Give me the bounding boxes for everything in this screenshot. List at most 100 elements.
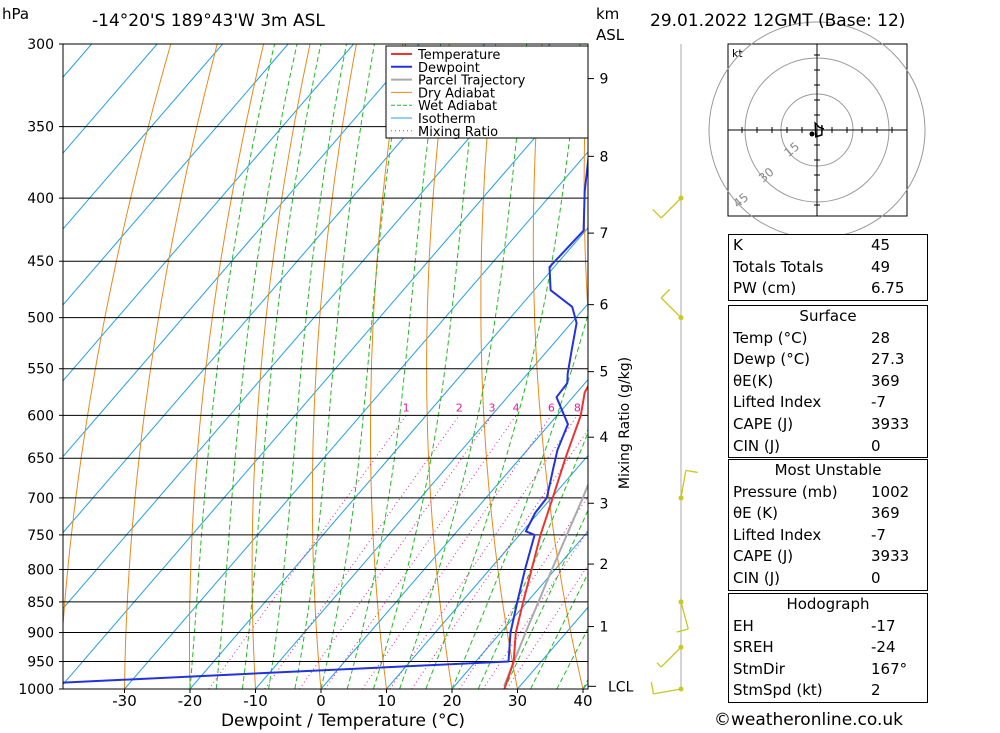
wind-barb-shaft (660, 646, 682, 668)
pressure-tick-label: 450 (27, 254, 54, 270)
mixing-ratio-line (208, 415, 407, 689)
pressure-tick-label: 1000 (18, 682, 54, 698)
isotherm-line (63, 44, 224, 230)
dry-adiabat-line (480, 44, 518, 689)
km-tick-label: 9 (600, 72, 609, 88)
stmspd-row: StmSpd (kt) 2 (733, 681, 881, 700)
surface-table: Surface Temp (°C) 28 Dewp (°C) 27.3 θE(K) 3… (728, 305, 928, 459)
dry-adiabat-line (960, 44, 1000, 689)
pressure-tick-label: 950 (27, 655, 54, 671)
hpa-label: hPa (2, 5, 30, 23)
wind-barb-shaft (653, 688, 682, 695)
eh-row: EH -17 (733, 616, 896, 635)
isotherm-line (189, 227, 588, 689)
mixing-ratio-line (506, 564, 588, 689)
mixing-ratio-line (324, 415, 517, 689)
hodograph-title: Hodograph (786, 595, 870, 613)
hodograph-trace (814, 121, 825, 138)
temperature-line (503, 384, 588, 689)
km-tick-label: 7 (600, 226, 609, 242)
pressure-tick-label: 600 (27, 408, 54, 424)
wet-adiabat-line (215, 44, 298, 689)
pressure-tick-label: 700 (27, 491, 54, 507)
temperature-tick-label: 20 (442, 692, 461, 710)
wind-barb-dot (678, 599, 684, 605)
isotherm-line (386, 454, 588, 689)
pressure-tick-label: 650 (27, 451, 54, 467)
km-label: km (596, 5, 620, 23)
pressure-tick-label: 900 (27, 626, 54, 642)
pressure-tick-label: 550 (27, 362, 54, 378)
mixing-ratio-label: 1 (403, 401, 410, 414)
pw-row: PW (cm) 6.75 (733, 279, 905, 298)
wet-adiabat-line (477, 431, 588, 689)
wind-barb-shaft (680, 470, 687, 499)
km-tick-label: 6 (600, 298, 609, 314)
wet-adiabat-line (530, 572, 588, 689)
mu-cape-row: CAPE (J) 3933 (733, 547, 910, 566)
km-tick-label: 2 (600, 557, 609, 573)
plot-frame (62, 43, 589, 690)
wet-adiabat-line (399, 44, 528, 689)
legend-entry: Temperature (417, 48, 500, 63)
isotherm-line (63, 44, 355, 382)
dry-adiabat-line (311, 44, 357, 689)
asl-label: ASL (596, 26, 625, 44)
mixing-ratio-label: 16 (636, 401, 650, 414)
surface-temp-row: Temp (°C) 28 (733, 328, 891, 347)
km-tick-label: 5 (600, 365, 609, 381)
credit-text[interactable]: ©weatheronline.co.uk (714, 710, 904, 730)
mu-pressure-row: Pressure (mb) 1002 (733, 482, 910, 501)
pressure-tick-label: 400 (27, 191, 54, 207)
mixing-ratio-line (299, 415, 493, 689)
wet-adiabat-line (268, 44, 347, 689)
wet-adiabat-line (320, 44, 407, 689)
wind-barb-dot (678, 495, 684, 501)
wet-adiabat-line (451, 312, 588, 689)
legend-entry: Dewpoint (418, 61, 480, 76)
mixing-ratio-line (361, 415, 552, 689)
surface-theta-row: θE(K) 369 (733, 371, 900, 390)
storm-motion-marker (809, 131, 815, 137)
mixing-ratio-label: 4 (513, 401, 520, 414)
mixing-ratio-label: 3 (489, 401, 496, 414)
most-unstable-table: Most Unstable Pressure (mb) 1002 θE (K) 36… (728, 459, 928, 591)
mixing-ratio-line (459, 495, 588, 689)
surface-title: Surface (799, 307, 857, 325)
isotherm-line (320, 378, 588, 689)
temperature-tick-label: -10 (243, 692, 268, 710)
km-tick-label: 8 (600, 149, 609, 165)
isotherm-line (124, 151, 588, 689)
wind-barb-flag (656, 662, 662, 668)
wind-barb-flag (652, 208, 662, 219)
k-index-row: K 45 (733, 236, 891, 254)
pressure-tick-label: 350 (27, 120, 54, 136)
legend-entry: Dry Adiabat (418, 86, 495, 101)
isotherm-line (0, 44, 26, 689)
legend-entry: Parcel Trajectory (418, 74, 526, 89)
location-title: -14°20'S 189°43'W 3m ASL (92, 11, 325, 31)
mixing-ratio-line (482, 529, 588, 689)
lcl-label: LCL (608, 679, 634, 695)
wind-barb-flag (676, 628, 689, 633)
datetime-title: 29.01.2022 12GMT (Base: 12) (650, 11, 906, 31)
pressure-tick-label: 850 (27, 595, 54, 611)
wind-barb-shaft (660, 197, 682, 219)
isotherm-line (63, 44, 551, 610)
legend-entry: Mixing Ratio (418, 125, 498, 140)
dry-adiabat-line (426, 44, 453, 689)
most-unstable-title: Most Unstable (774, 461, 882, 479)
wind-barb-flag (685, 469, 698, 474)
isotherm-line (451, 530, 588, 689)
wet-adiabat-line (294, 44, 375, 689)
temperature-tick-label: 30 (508, 692, 527, 710)
mixing-ratio-label: 20 (658, 401, 672, 414)
legend-entry: Isotherm (418, 112, 476, 127)
dry-adiabat-line (124, 44, 218, 689)
wind-barb-shaft (680, 601, 689, 630)
wind-barb-flag (660, 288, 671, 299)
wet-adiabat-line (241, 44, 322, 689)
